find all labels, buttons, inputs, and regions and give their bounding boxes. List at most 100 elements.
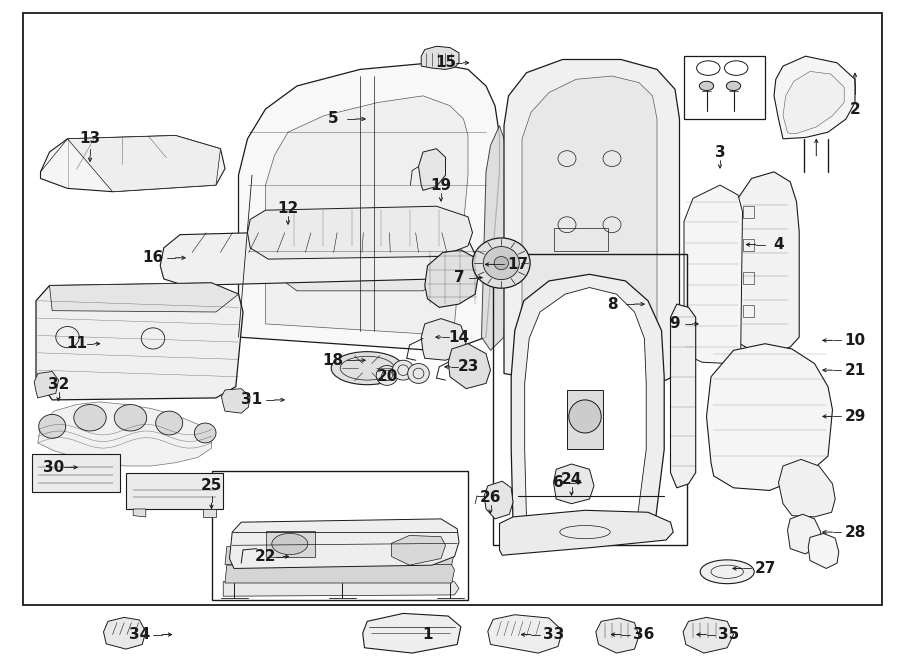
Polygon shape <box>482 126 508 350</box>
Polygon shape <box>104 617 146 649</box>
Bar <box>743 206 754 218</box>
Polygon shape <box>488 615 562 653</box>
Polygon shape <box>421 46 459 69</box>
Text: 28: 28 <box>844 525 866 539</box>
Bar <box>266 531 315 557</box>
Bar <box>567 390 603 449</box>
Polygon shape <box>256 534 284 570</box>
Text: 18: 18 <box>322 353 344 368</box>
Text: 6: 6 <box>553 475 563 490</box>
Bar <box>212 471 468 600</box>
Polygon shape <box>736 172 799 354</box>
Polygon shape <box>418 149 446 190</box>
Polygon shape <box>202 509 216 517</box>
Polygon shape <box>225 543 454 564</box>
Polygon shape <box>221 389 250 413</box>
Polygon shape <box>783 71 844 134</box>
Text: 5: 5 <box>328 112 338 126</box>
Text: 14: 14 <box>448 330 470 344</box>
Polygon shape <box>596 618 639 653</box>
Text: 15: 15 <box>435 56 456 70</box>
Ellipse shape <box>39 414 66 438</box>
Polygon shape <box>448 344 490 389</box>
Bar <box>743 272 754 284</box>
Text: 23: 23 <box>457 360 479 374</box>
Text: 3: 3 <box>715 145 725 159</box>
Ellipse shape <box>408 364 429 383</box>
Polygon shape <box>36 283 243 400</box>
Polygon shape <box>774 56 855 139</box>
Polygon shape <box>238 63 500 350</box>
Polygon shape <box>808 533 839 568</box>
Polygon shape <box>421 319 466 360</box>
Polygon shape <box>279 278 441 291</box>
Text: 10: 10 <box>844 333 866 348</box>
Text: 31: 31 <box>241 393 263 407</box>
Bar <box>126 473 223 509</box>
Text: 32: 32 <box>48 377 69 392</box>
Polygon shape <box>68 136 220 192</box>
Polygon shape <box>133 509 146 517</box>
Polygon shape <box>34 371 58 398</box>
Polygon shape <box>40 136 225 192</box>
Ellipse shape <box>726 81 741 91</box>
Text: 22: 22 <box>255 549 276 564</box>
Text: 25: 25 <box>201 479 222 493</box>
Text: 35: 35 <box>718 627 740 642</box>
Polygon shape <box>38 402 212 466</box>
Ellipse shape <box>194 423 216 443</box>
Text: 33: 33 <box>543 627 564 642</box>
Text: 29: 29 <box>844 409 866 424</box>
Text: 34: 34 <box>129 627 150 642</box>
Text: 9: 9 <box>670 317 680 331</box>
Ellipse shape <box>699 81 714 91</box>
Polygon shape <box>230 519 459 568</box>
Ellipse shape <box>494 256 508 270</box>
Ellipse shape <box>272 533 308 555</box>
Polygon shape <box>706 344 832 490</box>
Text: 8: 8 <box>607 297 617 311</box>
Bar <box>493 254 687 545</box>
Text: 16: 16 <box>142 251 164 265</box>
Polygon shape <box>684 185 742 364</box>
Polygon shape <box>225 562 454 583</box>
Text: 12: 12 <box>277 201 299 215</box>
Polygon shape <box>637 521 659 539</box>
Bar <box>684 56 765 119</box>
Polygon shape <box>223 582 459 596</box>
Text: 19: 19 <box>430 178 452 192</box>
Text: 7: 7 <box>454 270 464 285</box>
Text: 30: 30 <box>43 460 65 475</box>
Text: 13: 13 <box>79 132 101 146</box>
Text: 24: 24 <box>561 472 582 486</box>
Ellipse shape <box>114 405 147 431</box>
Polygon shape <box>670 304 696 488</box>
Polygon shape <box>484 481 513 519</box>
Bar <box>32 454 120 492</box>
Text: 4: 4 <box>773 237 784 252</box>
Ellipse shape <box>392 360 414 380</box>
Polygon shape <box>50 283 239 312</box>
Polygon shape <box>266 96 468 334</box>
Text: 21: 21 <box>844 363 866 377</box>
Polygon shape <box>425 250 479 307</box>
Ellipse shape <box>376 366 398 385</box>
Text: 1: 1 <box>422 627 433 642</box>
Polygon shape <box>522 76 657 370</box>
Polygon shape <box>392 535 446 565</box>
Text: 20: 20 <box>376 369 398 384</box>
Polygon shape <box>554 464 594 504</box>
Ellipse shape <box>331 352 403 385</box>
Polygon shape <box>160 228 475 286</box>
Ellipse shape <box>483 247 519 280</box>
Ellipse shape <box>569 400 601 433</box>
Bar <box>22 13 882 605</box>
Polygon shape <box>363 613 461 653</box>
Ellipse shape <box>156 411 183 435</box>
Ellipse shape <box>472 238 530 288</box>
Polygon shape <box>500 510 673 555</box>
Text: 17: 17 <box>507 257 528 272</box>
Text: 36: 36 <box>633 627 654 642</box>
Text: 27: 27 <box>754 561 776 576</box>
Text: 11: 11 <box>66 336 87 351</box>
